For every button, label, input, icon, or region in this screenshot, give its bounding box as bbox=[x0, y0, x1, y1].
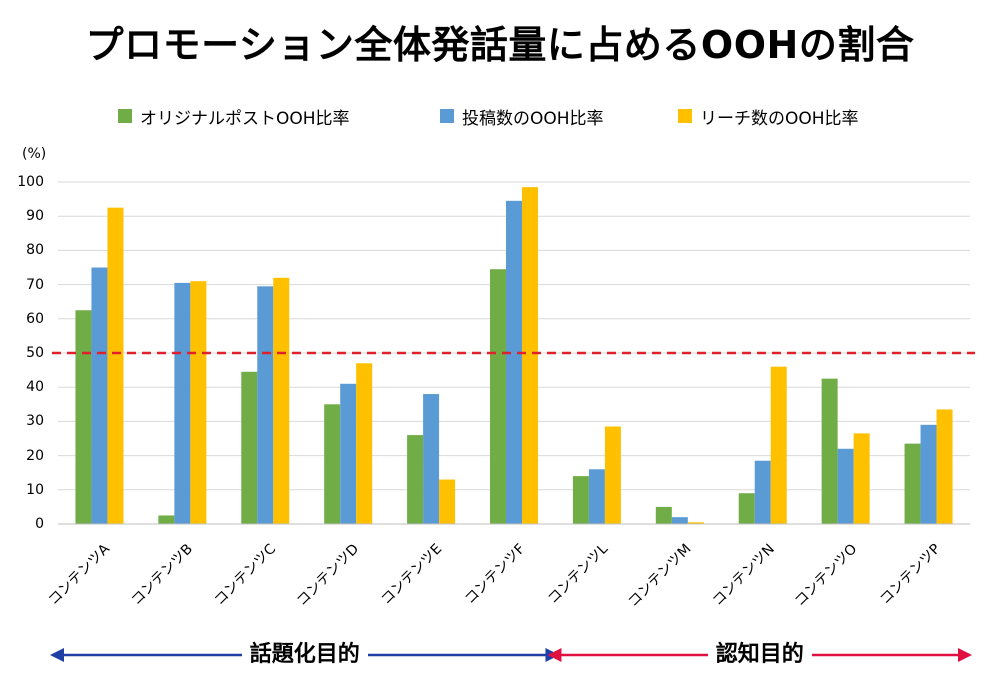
bar-3-5 bbox=[439, 479, 456, 524]
chart-title: プロモーション全体発話量に占めるOOHの割合 bbox=[85, 23, 915, 67]
legend-label: オリジナルポストOOH比率 bbox=[140, 108, 350, 129]
legend-swatch-green bbox=[118, 109, 132, 123]
bar-2-11 bbox=[920, 424, 937, 524]
group-arrows bbox=[50, 648, 972, 662]
legend-item-post-count: 投稿数のOOH比率 bbox=[440, 104, 604, 129]
bar-2-1 bbox=[91, 267, 108, 524]
bar-3-11 bbox=[936, 409, 953, 524]
bar-2-6 bbox=[506, 200, 522, 524]
bar-1-5 bbox=[407, 435, 424, 524]
y-tick-label: 90 bbox=[26, 208, 44, 225]
bar-3-7 bbox=[604, 426, 621, 524]
legend-label: リーチ数のOOH比率 bbox=[700, 108, 859, 129]
bar-3-4 bbox=[356, 363, 373, 524]
bar-1-3 bbox=[241, 371, 258, 524]
bar-2-5 bbox=[423, 394, 440, 524]
legend-swatch-yellow bbox=[678, 109, 692, 123]
bar-2-4 bbox=[340, 383, 357, 524]
y-tick-label: 0 bbox=[35, 516, 44, 532]
bar-1-11 bbox=[904, 443, 921, 524]
legend-label: 投稿数のOOH比率 bbox=[462, 108, 604, 129]
bar-2-10 bbox=[837, 448, 854, 524]
group-label: 話題化目的 bbox=[241, 640, 368, 670]
y-tick-label: 50 bbox=[26, 345, 44, 361]
bar-3-2 bbox=[190, 281, 207, 524]
y-axis-unit: (%) bbox=[22, 146, 47, 162]
y-tick-label: 100 bbox=[17, 174, 44, 190]
group-label: 認知目的 bbox=[707, 640, 812, 670]
bar-1-2 bbox=[158, 515, 175, 524]
bars bbox=[75, 187, 953, 524]
y-tick-label: 40 bbox=[26, 379, 44, 396]
bar-3-8 bbox=[687, 522, 704, 524]
bar-2-7 bbox=[588, 469, 605, 524]
y-tick-label: 20 bbox=[26, 447, 44, 464]
bar-3-10 bbox=[853, 433, 870, 524]
arrowhead-right bbox=[958, 648, 972, 662]
bar-1-6 bbox=[490, 269, 506, 524]
y-tick-label: 60 bbox=[26, 310, 44, 327]
y-tick-label: 70 bbox=[26, 276, 44, 293]
legend-item-reach: リーチ数のOOH比率 bbox=[678, 104, 859, 129]
bar-2-8 bbox=[671, 517, 688, 524]
bar-1-8 bbox=[655, 506, 672, 524]
bar-1-7 bbox=[572, 476, 589, 524]
arrowhead-left bbox=[50, 648, 64, 662]
bar-1-10 bbox=[821, 378, 838, 524]
bar-3-3 bbox=[273, 277, 290, 524]
bar-2-3 bbox=[257, 286, 274, 524]
bar-1-4 bbox=[324, 404, 341, 524]
bar-3-9 bbox=[770, 366, 787, 524]
y-tick-label: 30 bbox=[26, 413, 44, 430]
y-tick-label: 80 bbox=[26, 242, 44, 259]
bar-2-2 bbox=[174, 282, 191, 524]
bar-1-1 bbox=[75, 310, 92, 524]
legend-item-original-post: オリジナルポストOOH比率 bbox=[118, 104, 350, 129]
bar-3-1 bbox=[107, 207, 124, 524]
bar-1-9 bbox=[738, 493, 755, 524]
legend-swatch-blue bbox=[440, 109, 454, 123]
y-tick-label: 10 bbox=[26, 481, 44, 498]
bar-2-9 bbox=[754, 460, 771, 524]
bar-3-6 bbox=[522, 187, 538, 524]
arrowhead-left bbox=[547, 648, 562, 662]
